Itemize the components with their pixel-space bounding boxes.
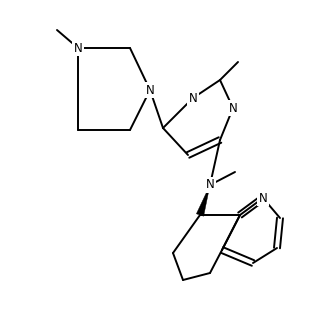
Text: N: N xyxy=(74,42,82,54)
Text: N: N xyxy=(146,84,154,96)
Polygon shape xyxy=(196,185,210,216)
Text: N: N xyxy=(228,101,237,114)
Text: N: N xyxy=(206,178,214,192)
Text: N: N xyxy=(188,92,197,105)
Text: N: N xyxy=(259,192,268,204)
